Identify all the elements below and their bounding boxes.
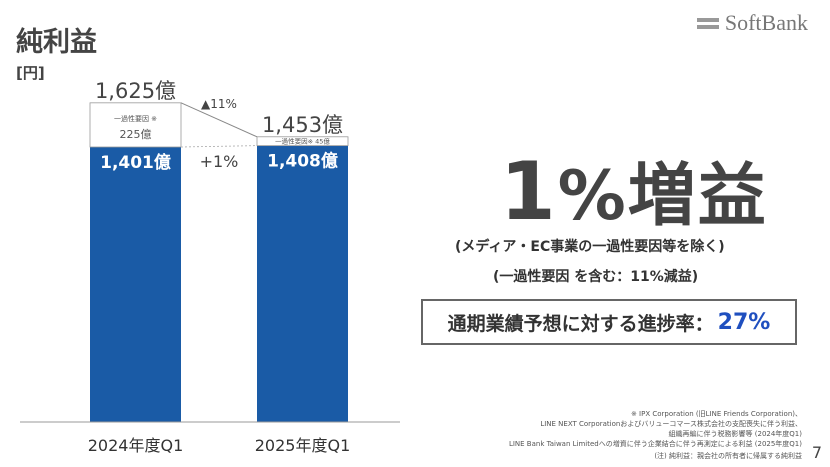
bar-core-label: 1,401億 xyxy=(100,152,171,173)
one-time-label: 225億 xyxy=(120,128,152,141)
bar-core xyxy=(257,145,348,422)
progress-box: 通期業績予想に対する進捗率： 27% xyxy=(421,299,797,345)
one-time-caption: 一過性要因 ※ xyxy=(114,114,157,123)
bar-core-label: 1,408億 xyxy=(267,151,338,172)
bar-one-time xyxy=(89,102,182,148)
footnote-5: (注) 純利益：親会社の所有者に帰属する純利益 xyxy=(654,452,802,460)
headline: 1%増益 xyxy=(500,140,768,239)
bar-total-label: 1,453億 xyxy=(262,113,343,137)
headline-note-2: (一過性要因 を含む：11%減益) xyxy=(493,269,699,285)
logo-text: SoftBank xyxy=(724,10,808,35)
page-number: 7 xyxy=(811,443,822,462)
bar-one-time xyxy=(256,136,349,147)
progress-value: 27% xyxy=(717,309,771,335)
headline-text: %増益 xyxy=(557,157,768,236)
x-tick-label: 2024年度Q1 xyxy=(88,436,184,455)
core-change-label: +1% xyxy=(200,152,239,171)
net-income-chart: 1,401億 1,625億 2024年度Q1 一過性要因 ※ 225億 1,408億 1,4… xyxy=(20,79,400,455)
progress-label: 通期業績予想に対する進捗率： xyxy=(447,312,714,335)
one-time-label: 一過性要因※ 45億 xyxy=(275,137,330,146)
headline-number: 1 xyxy=(500,145,558,238)
footnote-3: 組織再編に伴う税務影響等 (2024年度Q1) xyxy=(668,430,802,438)
core-connector xyxy=(180,145,258,148)
logo-bars-icon xyxy=(696,17,719,29)
footnote-4: LINE Bank Taiwan Limitedへの増資に伴う企業結合に伴う再測… xyxy=(508,440,802,448)
bar-total-label: 1,625億 xyxy=(95,79,176,103)
softbank-logo: SoftBank xyxy=(696,10,808,36)
page-title: 純利益 xyxy=(16,27,97,58)
x-tick-label: 2025年度Q1 xyxy=(255,436,351,455)
total-change-label: ▲11% xyxy=(201,97,237,111)
footnote-2: LINE NEXT Corporationおよびバリューコマース株式会社の支配喪… xyxy=(540,420,802,428)
bar-core xyxy=(90,147,181,422)
total-connector xyxy=(180,102,258,138)
footnote-1: ※ IPX Corporation (旧LINE Friends Corpora… xyxy=(630,410,802,418)
unit-label: [円] xyxy=(16,64,45,82)
headline-note-1: (メディア・EC事業の一過性要因等を除く) xyxy=(455,239,725,255)
